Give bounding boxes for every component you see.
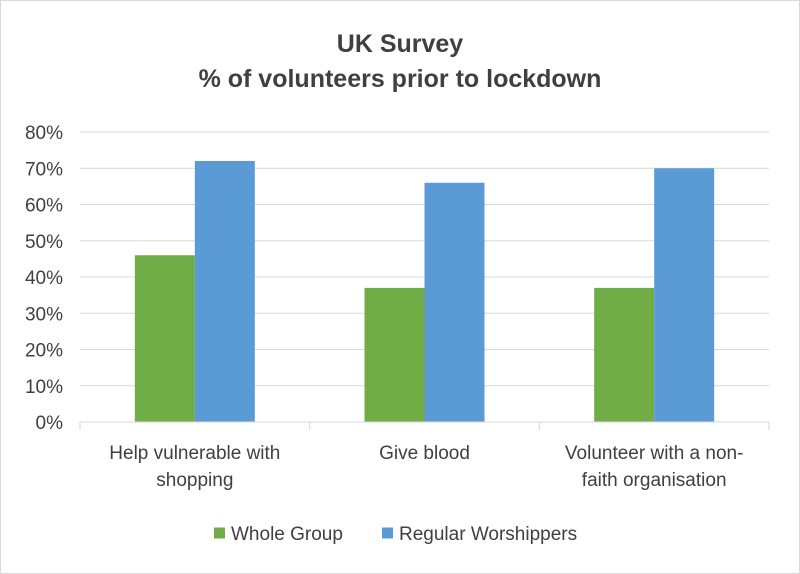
x-category-label-line: faith organisation [582, 470, 727, 491]
bar-regular-worshippers [654, 168, 715, 422]
legend-swatch [382, 527, 393, 539]
x-category-label: Give blood [379, 443, 470, 464]
y-tick-label: 20% [25, 341, 63, 362]
bar-regular-worshippers [194, 161, 255, 422]
legend: Whole Group Regular Worshippers [214, 524, 577, 545]
legend-label: Whole Group [231, 524, 343, 545]
legend-swatch [214, 527, 225, 539]
x-category-label-line: Give blood [379, 443, 470, 464]
bar-whole-group [134, 255, 195, 422]
x-axis [79, 421, 770, 430]
y-tick-label: 80% [25, 123, 63, 144]
x-category-label: Volunteer with a non-faith organisation [565, 443, 744, 491]
chart-title: UK Survey % of volunteers prior to lockdo… [199, 30, 602, 93]
y-tick-label: 30% [25, 304, 63, 325]
legend-item-regular-worshippers: Regular Worshippers [382, 524, 577, 545]
legend-label: Regular Worshippers [399, 524, 577, 545]
y-tick-label: 40% [25, 268, 63, 289]
x-category-label: Help vulnerable with shopping [109, 443, 280, 491]
y-tick-label: 0% [36, 413, 64, 434]
bars [134, 161, 715, 422]
y-tick-label: 10% [25, 377, 63, 398]
x-category-label-line: Volunteer with a non- [565, 443, 744, 464]
chart-title-line: % of volunteers prior to lockdown [199, 65, 602, 93]
y-tick-label: 70% [25, 159, 63, 180]
x-axis-categories: Help vulnerable with shopping Give blood Vo… [109, 443, 743, 491]
bar-whole-group [594, 287, 655, 422]
bar-regular-worshippers [424, 182, 485, 422]
legend-item-whole-group: Whole Group [214, 524, 343, 545]
bar-whole-group [364, 287, 425, 422]
y-axis-ticks: 0% 10% 20% 30% 40% 50% 60% 70% 80% [25, 123, 63, 434]
y-tick-label: 60% [25, 196, 63, 217]
y-tick-label: 50% [25, 232, 63, 253]
chart-title-line: UK Survey [337, 30, 464, 58]
x-category-label-line: shopping [156, 470, 233, 491]
x-category-label-line: Help vulnerable with [109, 443, 280, 464]
